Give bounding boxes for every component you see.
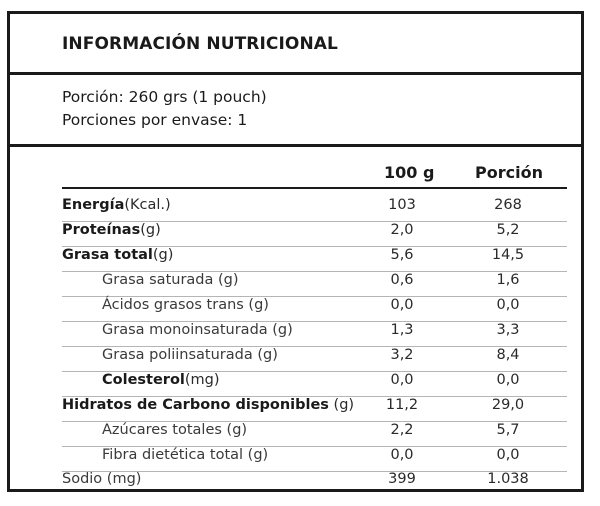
title-section: INFORMACIÓN NUTRICIONAL (10, 14, 581, 75)
servings-per-package: Porciones por envase: 1 (62, 111, 248, 129)
row-divider (62, 371, 567, 372)
row-grasa-monoinsaturada: Grasa monoinsaturada (g) 1,3 3,3 (10, 322, 581, 346)
row-acidos-grasos-trans: Ácidos grasos trans (g) 0,0 0,0 (10, 297, 581, 321)
row-divider (62, 296, 567, 297)
value-100g: 0,0 (390, 372, 414, 388)
value-100g: 2,2 (390, 422, 414, 438)
nutrient-name: Ácidos grasos trans (g) (102, 297, 269, 313)
nutrient-name: Grasa saturada (g) (102, 272, 239, 288)
value-portion: 8,4 (496, 347, 520, 363)
value-portion: 0,0 (496, 297, 520, 313)
value-100g: 3,2 (390, 347, 414, 363)
nutrition-facts-panel: INFORMACIÓN NUTRICIONAL Porción: 260 grs… (7, 11, 584, 492)
value-100g: 11,2 (385, 397, 419, 413)
value-portion: 14,5 (491, 247, 525, 263)
row-grasa-total: Grasa total(g) 5,6 14,5 (10, 247, 581, 271)
row-sodio: Sodio (mg) 399 1.038 (10, 471, 581, 495)
row-energia: Energía(Kcal.) 103 268 (10, 197, 581, 221)
nutrient-name: Energía(Kcal.) (62, 197, 171, 213)
value-portion: 3,3 (496, 322, 520, 338)
row-grasa-saturada: Grasa saturada (g) 0,6 1,6 (10, 272, 581, 296)
row-divider (62, 246, 567, 247)
nutrient-name: Sodio (mg) (62, 471, 142, 487)
nutrient-name: Proteínas(g) (62, 222, 161, 238)
row-divider (62, 396, 567, 397)
value-100g: 0,0 (390, 297, 414, 313)
value-100g: 0,6 (390, 272, 414, 288)
row-divider (62, 471, 567, 472)
column-header-100g: 100 g (384, 163, 435, 182)
nutrient-name: Hidratos de Carbono disponibles (g) (62, 397, 355, 413)
value-100g: 5,6 (390, 247, 414, 263)
serving-section: Porción: 260 grs (1 pouch) Porciones por… (10, 72, 581, 147)
value-100g: 103 (388, 197, 416, 213)
row-divider (62, 271, 567, 272)
nutrient-name: Azúcares totales (g) (102, 422, 248, 438)
nutrient-name: Fibra dietética total (g) (102, 447, 269, 463)
row-divider (62, 346, 567, 347)
nutrient-name: Grasa total(g) (62, 247, 174, 263)
row-grasa-poliinsaturada: Grasa poliinsaturada (g) 3,2 8,4 (10, 347, 581, 371)
value-100g: 1,3 (390, 322, 414, 338)
row-divider (62, 421, 567, 422)
value-portion: 5,7 (496, 422, 520, 438)
serving-size: Porción: 260 grs (1 pouch) (62, 88, 267, 106)
row-proteinas: Proteínas(g) 2,0 5,2 (10, 222, 581, 246)
nutrient-name: Grasa monoinsaturada (g) (102, 322, 293, 338)
value-portion: 1,6 (496, 272, 520, 288)
value-portion: 0,0 (496, 447, 520, 463)
nutrient-name: Colesterol(mg) (102, 372, 220, 388)
row-fibra-dietetica: Fibra dietética total (g) 0,0 0,0 (10, 447, 581, 471)
nutrient-name: Grasa poliinsaturada (g) (102, 347, 278, 363)
value-100g: 2,0 (390, 222, 414, 238)
row-azucares-totales: Azúcares totales (g) 2,2 5,7 (10, 422, 581, 446)
value-portion: 29,0 (491, 397, 525, 413)
row-divider (62, 446, 567, 447)
value-portion: 5,2 (496, 222, 520, 238)
column-header-portion: Porción (475, 163, 543, 182)
value-portion: 268 (494, 197, 522, 213)
row-divider (62, 221, 567, 222)
header-divider (62, 187, 567, 189)
value-100g: 399 (388, 471, 416, 487)
panel-title: INFORMACIÓN NUTRICIONAL (62, 34, 338, 54)
row-hidratos-de-carbono: Hidratos de Carbono disponibles (g) 11,2… (10, 397, 581, 421)
value-portion: 0,0 (496, 372, 520, 388)
row-colesterol: Colesterol(mg) 0,0 0,0 (10, 372, 581, 396)
value-100g: 0,0 (390, 447, 414, 463)
value-portion: 1.038 (487, 471, 529, 487)
row-divider (62, 321, 567, 322)
